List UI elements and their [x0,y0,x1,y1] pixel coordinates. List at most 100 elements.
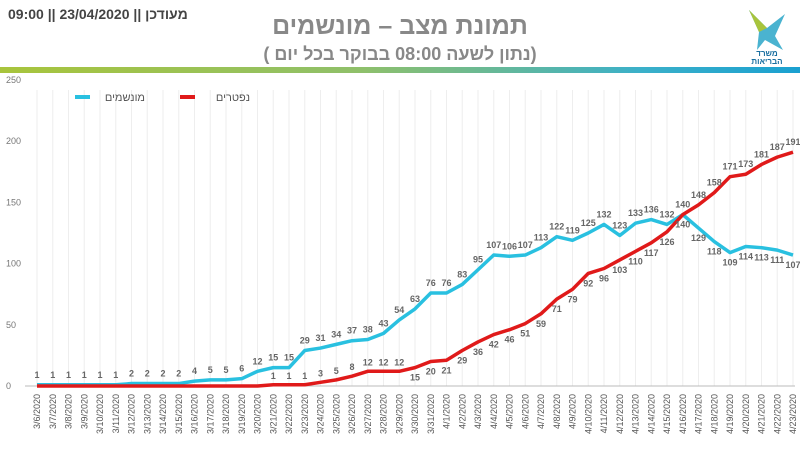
x-tick-label: 4/9/2020 [568,394,578,429]
x-tick-label: 4/12/2020 [615,394,625,434]
data-label: 21 [441,365,451,375]
data-label: 113 [534,233,549,243]
data-label: 5 [223,365,228,375]
data-label: 158 [707,178,722,188]
data-label: 125 [581,218,596,228]
x-tick-label: 3/26/2020 [347,394,357,434]
x-tick-label: 4/11/2020 [599,394,609,433]
data-label: 191 [785,137,800,147]
data-label: 1 [34,370,39,380]
x-tick-label: 4/15/2020 [662,394,672,434]
data-label: 140 [675,220,690,230]
data-label: 181 [754,149,769,159]
x-tick-label: 4/17/2020 [694,394,704,434]
data-label: 2 [129,369,134,379]
data-label: 29 [457,356,467,366]
x-tick-label: 3/21/2020 [268,394,278,434]
x-tick-label: 4/19/2020 [725,394,735,434]
x-tick-label: 4/13/2020 [631,394,641,434]
data-label: 54 [394,305,404,315]
data-label: 132 [659,209,674,219]
data-label: 107 [518,240,533,250]
data-label: 95 [473,255,483,265]
page-subtitle: ( נתון לשעה 08:00 בבוקר בכל יום) [263,44,537,64]
data-label: 51 [520,329,530,339]
ministry-logo: משרד הבריאות [749,10,785,66]
data-label: 1 [97,370,102,380]
data-label: 123 [612,220,627,230]
data-label: 107 [785,260,800,270]
data-label: 46 [504,335,514,345]
data-label: 59 [536,319,546,329]
data-label: 92 [583,278,593,288]
data-label: 122 [549,222,564,232]
x-tick-label: 3/15/2020 [174,394,184,434]
x-tick-label: 3/14/2020 [158,394,168,434]
x-tick-label: 3/29/2020 [394,394,404,434]
data-label: 5 [208,365,213,375]
data-label: 110 [628,256,643,266]
data-label: 103 [612,265,627,275]
svg-text:משרד: משרד [756,49,778,58]
y-tick-label: 150 [6,197,21,207]
data-label: 114 [738,251,753,261]
data-label: 173 [738,159,753,169]
series-line-1 [37,150,794,388]
data-label: 126 [659,237,674,247]
x-tick-label: 3/27/2020 [363,394,373,434]
x-tick-label: 3/20/2020 [253,394,263,434]
x-tick-label: 4/22/2020 [772,394,782,434]
series-line-0 [37,212,794,387]
data-label: 1 [82,370,87,380]
data-label: 129 [691,233,706,243]
x-tick-label: 4/1/2020 [442,394,452,429]
x-tick-label: 3/23/2020 [300,394,310,434]
x-tick-label: 3/11/2020 [111,394,121,433]
data-label: 187 [770,142,785,152]
y-tick-label: 100 [6,259,21,269]
y-tick-label: 50 [6,320,16,330]
data-label: 29 [300,336,310,346]
gradient-divider [0,67,800,73]
data-label: 12 [394,357,404,367]
data-label: 12 [378,357,388,367]
y-tick-label: 250 [6,75,21,85]
x-tick-label: 4/16/2020 [678,394,688,434]
x-tick-label: 3/22/2020 [284,394,294,434]
x-tick-label: 4/18/2020 [709,394,719,434]
data-label: 3 [318,368,323,378]
x-tick-label: 4/23/2020 [788,394,798,434]
x-tick-label: 3/28/2020 [379,394,389,434]
data-label: 140 [675,200,690,210]
x-tick-label: 3/13/2020 [142,394,152,434]
x-tick-label: 3/8/2020 [64,394,74,429]
x-tick-label: 4/6/2020 [520,394,530,429]
x-tick-label: 4/14/2020 [646,394,656,434]
data-label: 71 [552,304,562,314]
data-label: 1 [113,370,118,380]
data-label: 171 [722,162,737,172]
data-label: 111 [770,255,784,265]
data-label: 8 [349,362,354,372]
data-label: 113 [754,253,769,263]
data-label: 1 [302,371,307,381]
data-label: 12 [363,357,373,367]
x-tick-label: 3/31/2020 [426,394,436,434]
legend-label: נפטרים [216,92,250,104]
x-tick-label: 4/2/2020 [457,394,467,429]
data-label: 118 [707,247,722,257]
data-label: 12 [252,356,262,366]
data-label: 15 [268,353,278,363]
data-label: 37 [347,326,357,336]
x-tick-label: 3/9/2020 [79,394,89,429]
data-label: 4 [192,366,197,376]
y-tick-label: 0 [6,381,11,391]
data-label: 36 [473,347,483,357]
x-tick-label: 3/25/2020 [331,394,341,434]
x-tick-label: 3/16/2020 [190,394,200,434]
data-label: 136 [644,205,659,215]
data-label: 15 [410,373,420,383]
data-label: 106 [502,241,517,251]
x-tick-label: 3/30/2020 [410,394,420,434]
